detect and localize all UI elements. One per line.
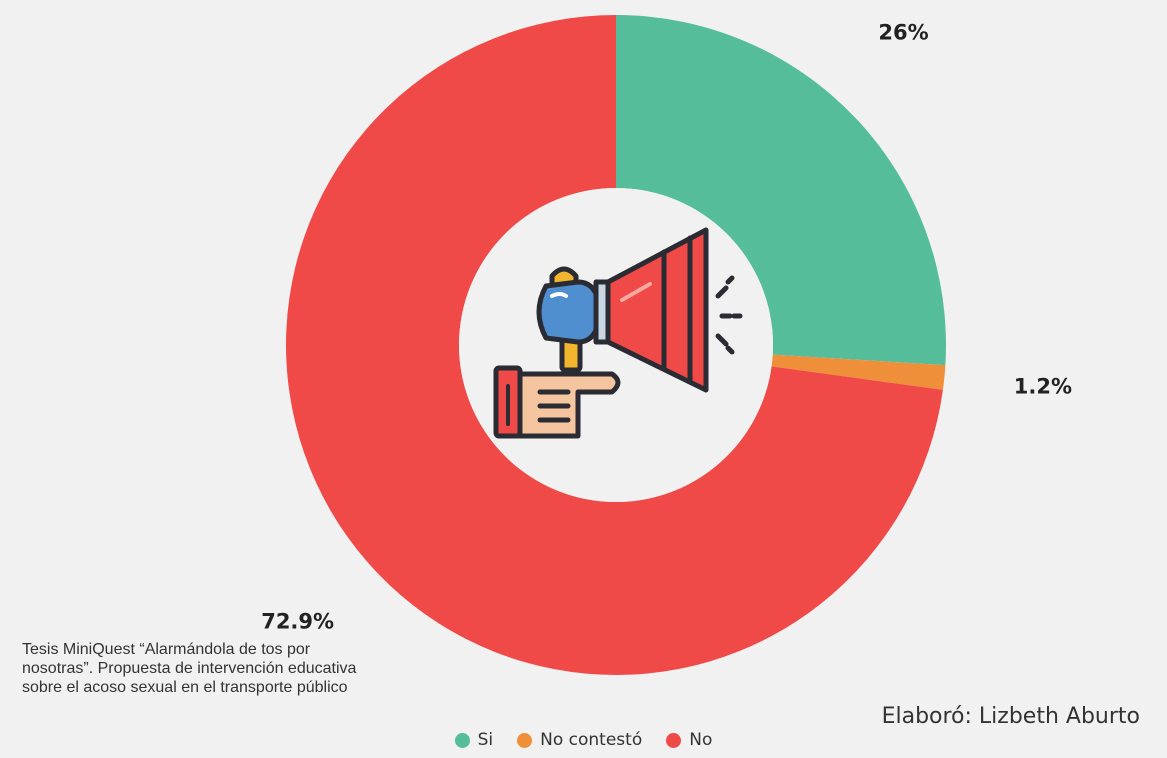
data-label-si: 26%	[878, 21, 928, 45]
data-label-no: 72.9%	[261, 610, 334, 634]
legend-label-no-contesto: No contestó	[540, 730, 643, 750]
slice-no	[286, 15, 943, 676]
legend-label-no: No	[689, 730, 713, 750]
legend-item-no-contesto: No contestó	[517, 730, 642, 750]
legend-label-si: Si	[477, 730, 494, 750]
source-note: Tesis MiniQuest “Alarmándola de tos por …	[22, 641, 357, 696]
slice-si	[616, 15, 946, 366]
slice-no-contesto	[771, 354, 946, 390]
author-credit: Elaboró: Lizbeth Aburto	[881, 704, 1140, 729]
chart-legend: Si No contestó No	[0, 730, 1167, 750]
data-label-no-contesto: 1.2%	[1014, 374, 1072, 398]
legend-item-no: No	[666, 730, 712, 750]
megaphone-icon	[493, 227, 743, 439]
legend-item-si: Si	[454, 730, 494, 750]
legend-swatch-si	[454, 732, 470, 748]
legend-swatch-no-contesto	[517, 732, 533, 748]
legend-swatch-no	[666, 732, 682, 748]
